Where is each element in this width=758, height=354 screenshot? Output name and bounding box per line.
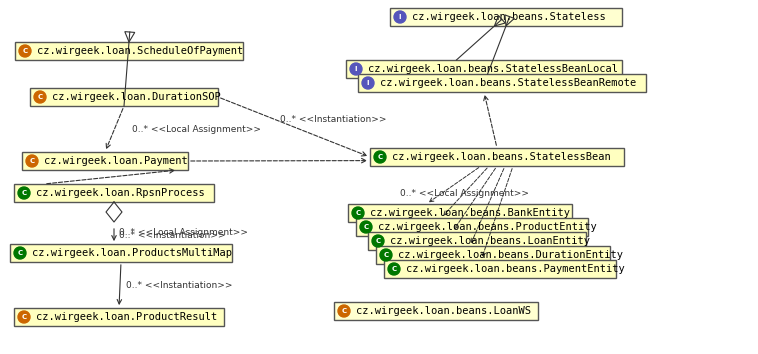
Text: C: C xyxy=(375,238,381,244)
Text: cz.wirgeek.loan.RpsnProcess: cz.wirgeek.loan.RpsnProcess xyxy=(36,188,205,198)
Bar xyxy=(10,244,232,262)
Circle shape xyxy=(374,151,386,163)
Text: I: I xyxy=(367,80,369,86)
Text: C: C xyxy=(21,190,27,196)
Circle shape xyxy=(14,247,26,259)
Bar xyxy=(22,152,188,170)
Text: C: C xyxy=(391,266,396,272)
Bar xyxy=(390,8,622,26)
Text: 0..* <<Local Assignment>>: 0..* <<Local Assignment>> xyxy=(132,125,261,133)
Bar xyxy=(348,204,572,222)
Bar xyxy=(368,232,586,250)
Text: C: C xyxy=(30,158,35,164)
Circle shape xyxy=(394,11,406,23)
Text: cz.wirgeek.loan.beans.ProductEntity: cz.wirgeek.loan.beans.ProductEntity xyxy=(378,222,597,232)
Bar xyxy=(346,60,622,78)
Circle shape xyxy=(350,63,362,75)
Text: C: C xyxy=(341,308,346,314)
Circle shape xyxy=(18,187,30,199)
Circle shape xyxy=(18,311,30,323)
Bar xyxy=(358,74,646,92)
Text: I: I xyxy=(399,14,401,20)
Text: cz.wirgeek.loan.beans.PaymentEntity: cz.wirgeek.loan.beans.PaymentEntity xyxy=(406,264,625,274)
Text: 0..* <<Instantiation>>: 0..* <<Instantiation>> xyxy=(280,115,387,125)
Text: cz.wirgeek.loan.beans.LoanWS: cz.wirgeek.loan.beans.LoanWS xyxy=(356,306,531,316)
Text: C: C xyxy=(384,252,389,258)
Text: C: C xyxy=(363,224,368,230)
Bar xyxy=(15,42,243,60)
Circle shape xyxy=(362,77,374,89)
Text: cz.wirgeek.loan.beans.DurationEntity: cz.wirgeek.loan.beans.DurationEntity xyxy=(398,250,623,260)
Circle shape xyxy=(34,91,46,103)
Circle shape xyxy=(360,221,372,233)
Bar xyxy=(30,88,218,106)
Text: cz.wirgeek.loan.beans.StatelessBean: cz.wirgeek.loan.beans.StatelessBean xyxy=(392,152,611,162)
Text: cz.wirgeek.loan.ScheduleOfPayment: cz.wirgeek.loan.ScheduleOfPayment xyxy=(37,46,243,56)
Text: C: C xyxy=(23,48,27,54)
Text: cz.wirgeek.loan.Payment: cz.wirgeek.loan.Payment xyxy=(44,156,188,166)
Circle shape xyxy=(372,235,384,247)
Text: cz.wirgeek.loan.DurationSOP: cz.wirgeek.loan.DurationSOP xyxy=(52,92,221,102)
Bar xyxy=(356,218,588,236)
Text: C: C xyxy=(377,154,383,160)
Text: C: C xyxy=(356,210,361,216)
Text: cz.wirgeek.loan.ProductsMultiMap: cz.wirgeek.loan.ProductsMultiMap xyxy=(32,248,232,258)
Text: 0..* <<Instantiation>>: 0..* <<Instantiation>> xyxy=(119,232,225,240)
Circle shape xyxy=(380,249,392,261)
Bar xyxy=(370,148,624,166)
Text: cz.wirgeek.loan.beans.StatelessBeanRemote: cz.wirgeek.loan.beans.StatelessBeanRemot… xyxy=(380,78,636,88)
Text: cz.wirgeek.loan.beans.StatelessBeanLocal: cz.wirgeek.loan.beans.StatelessBeanLocal xyxy=(368,64,618,74)
Text: C: C xyxy=(21,314,27,320)
Text: 0..* <<Instantiation>>: 0..* <<Instantiation>> xyxy=(126,280,233,290)
Circle shape xyxy=(26,155,38,167)
Text: C: C xyxy=(17,250,23,256)
Text: 0..* <<Local Assignment>>: 0..* <<Local Assignment>> xyxy=(400,188,529,198)
Text: cz.wirgeek.loan.beans.BankEntity: cz.wirgeek.loan.beans.BankEntity xyxy=(370,208,570,218)
Bar xyxy=(376,246,610,264)
Circle shape xyxy=(388,263,400,275)
Circle shape xyxy=(19,45,31,57)
Text: cz.wirgeek.loan.beans.LoanEntity: cz.wirgeek.loan.beans.LoanEntity xyxy=(390,236,590,246)
Circle shape xyxy=(352,207,364,219)
Circle shape xyxy=(338,305,350,317)
Text: I: I xyxy=(355,66,357,72)
Text: 0..* <<Local Assignment>>: 0..* <<Local Assignment>> xyxy=(119,228,248,237)
Text: cz.wirgeek.loan.ProductResult: cz.wirgeek.loan.ProductResult xyxy=(36,312,218,322)
Bar xyxy=(14,184,214,202)
Text: C: C xyxy=(37,94,42,100)
Bar xyxy=(14,308,224,326)
Bar xyxy=(334,302,538,320)
Bar xyxy=(384,260,616,278)
Text: cz.wirgeek.loan.beans.Stateless: cz.wirgeek.loan.beans.Stateless xyxy=(412,12,606,22)
